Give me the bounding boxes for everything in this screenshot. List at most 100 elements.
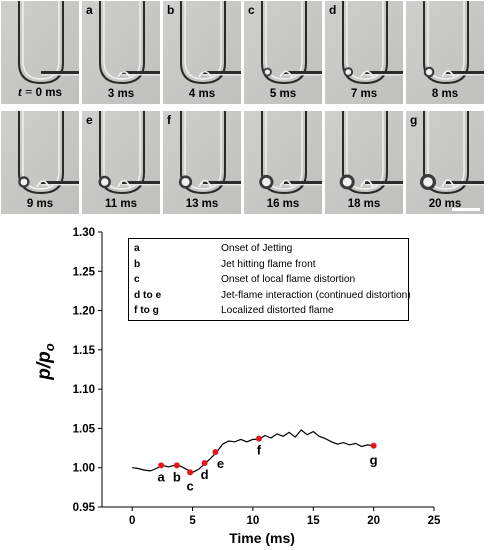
frame-time-label: 5 ms	[244, 88, 322, 100]
frame-time-label: 13 ms	[163, 198, 241, 210]
y-axis-label-subscript: o	[42, 343, 57, 351]
x-tick-label: 15	[307, 515, 320, 527]
y-tick-label: 1.05	[73, 423, 96, 435]
frame-letter: a	[86, 3, 93, 17]
flame-frame-image	[325, 111, 403, 214]
legend-key: c	[134, 274, 140, 285]
flame-frame-image	[406, 111, 484, 214]
flame-frame: g 20 ms	[406, 111, 484, 214]
flame-frame: e 11 ms	[82, 111, 160, 214]
flame-frame-image	[1, 1, 79, 104]
y-tick-label: 1.00	[73, 463, 95, 475]
frame-time-label: 8 ms	[406, 88, 484, 100]
event-marker-label: e	[217, 456, 224, 471]
frame-letter: b	[167, 3, 175, 17]
event-marker	[158, 462, 165, 469]
y-axis-label-main: p/p	[34, 351, 55, 381]
legend-key: f to g	[134, 305, 159, 316]
event-marker	[187, 469, 194, 476]
scale-bar	[452, 208, 480, 211]
frame-time-label: 18 ms	[325, 198, 403, 210]
event-marker-label: g	[370, 453, 378, 468]
legend-key: a	[134, 243, 140, 254]
frame-time-label: 11 ms	[82, 198, 160, 210]
frame-time-value: 9 ms	[26, 198, 54, 210]
flame-frame: a 3 ms	[82, 1, 160, 104]
frame-time-value: 18 ms	[347, 198, 381, 210]
event-marker-label: f	[257, 443, 262, 458]
legend-description: Onset of Jetting	[221, 243, 293, 254]
y-tick-label: 1.30	[73, 227, 95, 239]
legend-description: Jet-flame interaction (continued distort…	[221, 289, 411, 301]
x-tick-label: 5	[189, 515, 196, 527]
x-axis-label: Time (ms)	[229, 530, 295, 546]
frame-time-value: 4 ms	[188, 88, 216, 100]
flame-frame: 8 ms	[406, 1, 484, 104]
frame-time-value: 0 ms	[35, 87, 62, 99]
flame-frame: d 7 ms	[325, 1, 403, 104]
frame-time-label: 3 ms	[82, 88, 160, 100]
frame-time-value: 20 ms	[428, 198, 462, 210]
frame-letter: g	[410, 113, 418, 127]
frame-time-value: 8 ms	[431, 88, 459, 100]
legend-key: d to e	[134, 289, 162, 301]
frame-letter: d	[329, 3, 337, 17]
flame-frame-image	[406, 1, 484, 104]
flame-frame-image	[244, 111, 322, 214]
flame-frame-image	[82, 1, 160, 104]
frame-letter: c	[248, 3, 255, 17]
frame-time-label: 4 ms	[163, 88, 241, 100]
flame-frame: c 5 ms	[244, 1, 322, 104]
legend-key: b	[134, 258, 141, 270]
frame-time-value: 5 ms	[269, 88, 297, 100]
flame-frame: b 4 ms	[163, 1, 241, 104]
frame-time-value: 13 ms	[185, 198, 219, 210]
legend-description: Jet hitting flame front	[221, 258, 316, 270]
legend-description: Onset of local flame distortion	[221, 274, 356, 285]
y-tick-label: 0.95	[73, 502, 96, 514]
flame-frame-image	[325, 1, 403, 104]
event-marker-label: a	[158, 469, 166, 484]
frame-letter: f	[167, 113, 171, 127]
frame-letter: e	[86, 113, 93, 127]
flame-frame-image	[163, 111, 241, 214]
y-tick-label: 1.10	[73, 384, 95, 396]
flame-frame-image	[163, 1, 241, 104]
pressure-chart: 0.95 1.00 1.05 1.10 1.15 1.20 1.25 1.30 0 5 10 15 20…	[34, 227, 441, 546]
x-tick-label: 10	[247, 515, 260, 527]
flame-frame: 18 ms	[325, 111, 403, 214]
x-tick-label: 20	[367, 515, 380, 527]
flame-image-grid: t = 0 ms a 3 ms b 4 ms c 5 ms d 7 ms 8 ms 9 ms e 11 …	[0, 0, 492, 220]
chart-legend: a Onset of Jetting b Jet hitting flame fron…	[128, 238, 411, 321]
frame-time-value: 7 ms	[350, 88, 378, 100]
frame-time-label: t = 0 ms	[1, 84, 79, 100]
event-marker	[212, 449, 219, 455]
flame-frame-image	[244, 1, 322, 104]
flame-frame: 16 ms	[244, 111, 322, 214]
frame-time-value: 3 ms	[107, 88, 135, 100]
x-tick-label: 0	[129, 515, 135, 527]
event-marker-label: b	[173, 469, 181, 484]
y-tick-label: 1.25	[73, 266, 96, 278]
x-tick-label: 25	[428, 515, 441, 527]
event-marker	[201, 460, 208, 466]
event-marker-label: c	[187, 478, 194, 493]
event-marker	[173, 462, 180, 469]
frame-time-label: 20 ms	[406, 198, 484, 210]
flame-frame-image	[82, 111, 160, 214]
flame-frame: 9 ms	[1, 111, 79, 214]
y-tick-label: 1.15	[73, 345, 96, 357]
frame-time-label: 9 ms	[1, 198, 79, 210]
flame-frame: t = 0 ms	[1, 1, 79, 104]
y-tick-label: 1.20	[73, 306, 95, 318]
event-marker-label: d	[201, 467, 209, 482]
pressure-line	[132, 429, 374, 474]
flame-frame: f 13 ms	[163, 111, 241, 214]
frame-time-label: 7 ms	[325, 88, 403, 100]
frame-time-label: 16 ms	[244, 198, 322, 210]
legend-description: Localized distorted flame	[221, 305, 334, 316]
frame-time-value: 16 ms	[266, 198, 300, 210]
event-marker	[370, 442, 377, 449]
frame-time-symbol: t =	[18, 84, 36, 99]
y-axis-label: p/po	[34, 343, 57, 381]
